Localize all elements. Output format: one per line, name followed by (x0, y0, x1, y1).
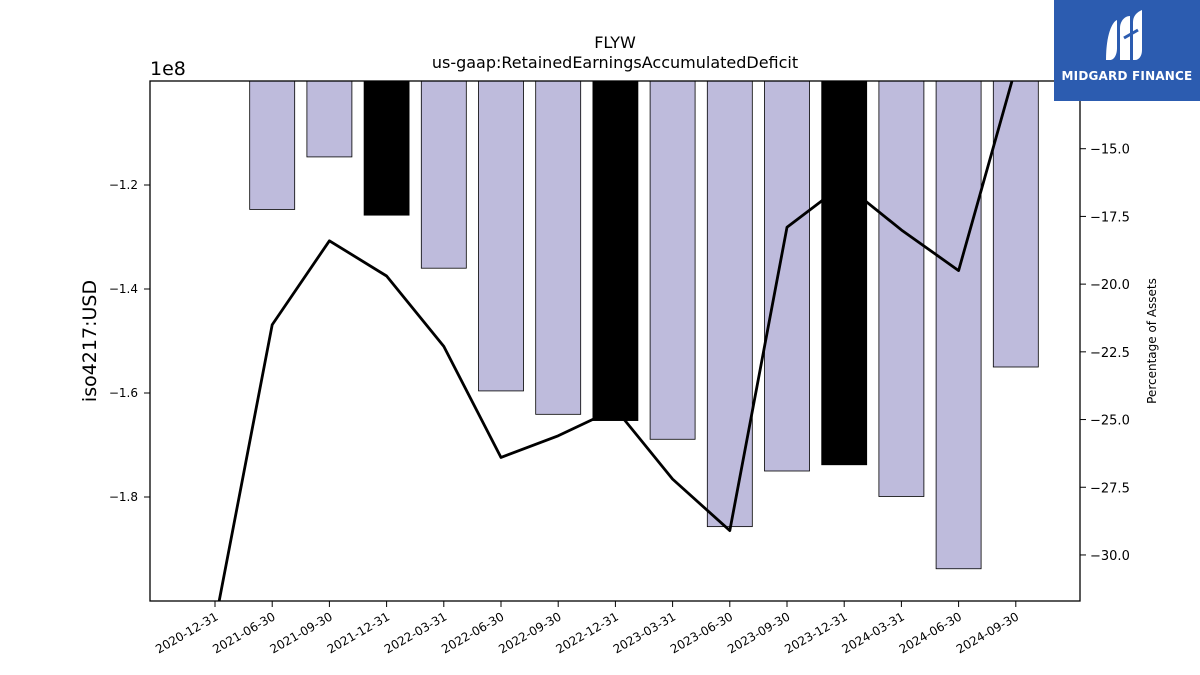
x-tick-label: 2024-03-31 (839, 609, 906, 656)
y2-tick-label: −20.0 (1090, 278, 1130, 293)
x-tick-label: 2023-09-30 (725, 609, 792, 656)
y-axis-right: −30.0 −27.5 −25.0 −22.5 −20.0 −17.5 −15.0 (1080, 143, 1130, 564)
y-tick-label: −1.4 (109, 282, 138, 296)
bar-2024-09-30 (992, 80, 1039, 368)
bar-2024-03-31 (878, 80, 925, 497)
bar-2021-12-31 (363, 80, 410, 216)
x-tick-label: 2022-06-30 (439, 609, 506, 656)
x-tick-label: 2023-12-31 (782, 609, 849, 656)
line-group (217, 81, 1014, 601)
bar-2023-03-31 (649, 80, 696, 440)
bar-2022-06-30 (478, 80, 524, 392)
logo: MIDGARD FINANCE (1054, 0, 1200, 101)
bar-group (249, 80, 1039, 570)
bar-2022-09-30 (535, 80, 582, 415)
y2-tick-label: −25.0 (1090, 414, 1130, 429)
y2-tick-label: −15.0 (1090, 143, 1130, 158)
bar-2022-12-31 (592, 80, 639, 421)
y2-tick-label: −30.0 (1090, 549, 1130, 564)
x-tick-label: 2024-06-30 (897, 609, 964, 656)
chart-subtitle: us-gaap:RetainedEarningsAccumulatedDefic… (431, 53, 799, 72)
y-tick-label: −1.8 (109, 490, 138, 504)
x-tick-label: 2022-12-31 (553, 609, 620, 656)
y2-axis-title: Percentage of Assets (1145, 278, 1159, 404)
y2-tick-label: −27.5 (1090, 481, 1130, 496)
y-offset-label: 1e8 (150, 58, 186, 80)
x-tick-label: 2022-03-31 (382, 609, 449, 656)
x-axis: 2020-12-312021-06-302021-09-302021-12-31… (153, 601, 1021, 656)
bar-2023-12-31 (821, 80, 868, 466)
x-tick-label: 2024-09-30 (954, 609, 1021, 656)
logo-mark-icon (1106, 10, 1142, 60)
bar-2024-06-30 (935, 80, 982, 570)
x-tick-label: 2023-06-30 (668, 609, 735, 656)
chart-title: FLYW (594, 33, 636, 52)
bar-2022-03-31 (420, 80, 467, 269)
bar-2023-09-30 (764, 80, 810, 472)
x-tick-label: 2021-06-30 (210, 609, 277, 656)
y-axis-left: −1.8 −1.6 −1.4 −1.2 (109, 178, 150, 504)
x-tick-label: 2020-12-31 (153, 609, 220, 656)
x-tick-label: 2021-12-31 (325, 609, 392, 656)
bar-2023-06-30 (706, 80, 753, 528)
y-axis-title: iso4217:USD (79, 280, 101, 402)
pct-assets-line (217, 81, 1014, 601)
x-tick-label: 2021-09-30 (267, 609, 334, 656)
x-tick-label: 2022-09-30 (496, 609, 563, 656)
y2-tick-label: −22.5 (1090, 346, 1130, 361)
y-tick-label: −1.2 (109, 178, 138, 192)
logo-text: MIDGARD FINANCE (1061, 69, 1193, 83)
bar-2021-06-30 (249, 80, 296, 210)
bar-2021-09-30 (306, 80, 353, 158)
y-tick-label: −1.6 (109, 386, 138, 400)
x-tick-label: 2023-03-31 (611, 609, 678, 656)
y2-tick-label: −17.5 (1090, 210, 1130, 225)
